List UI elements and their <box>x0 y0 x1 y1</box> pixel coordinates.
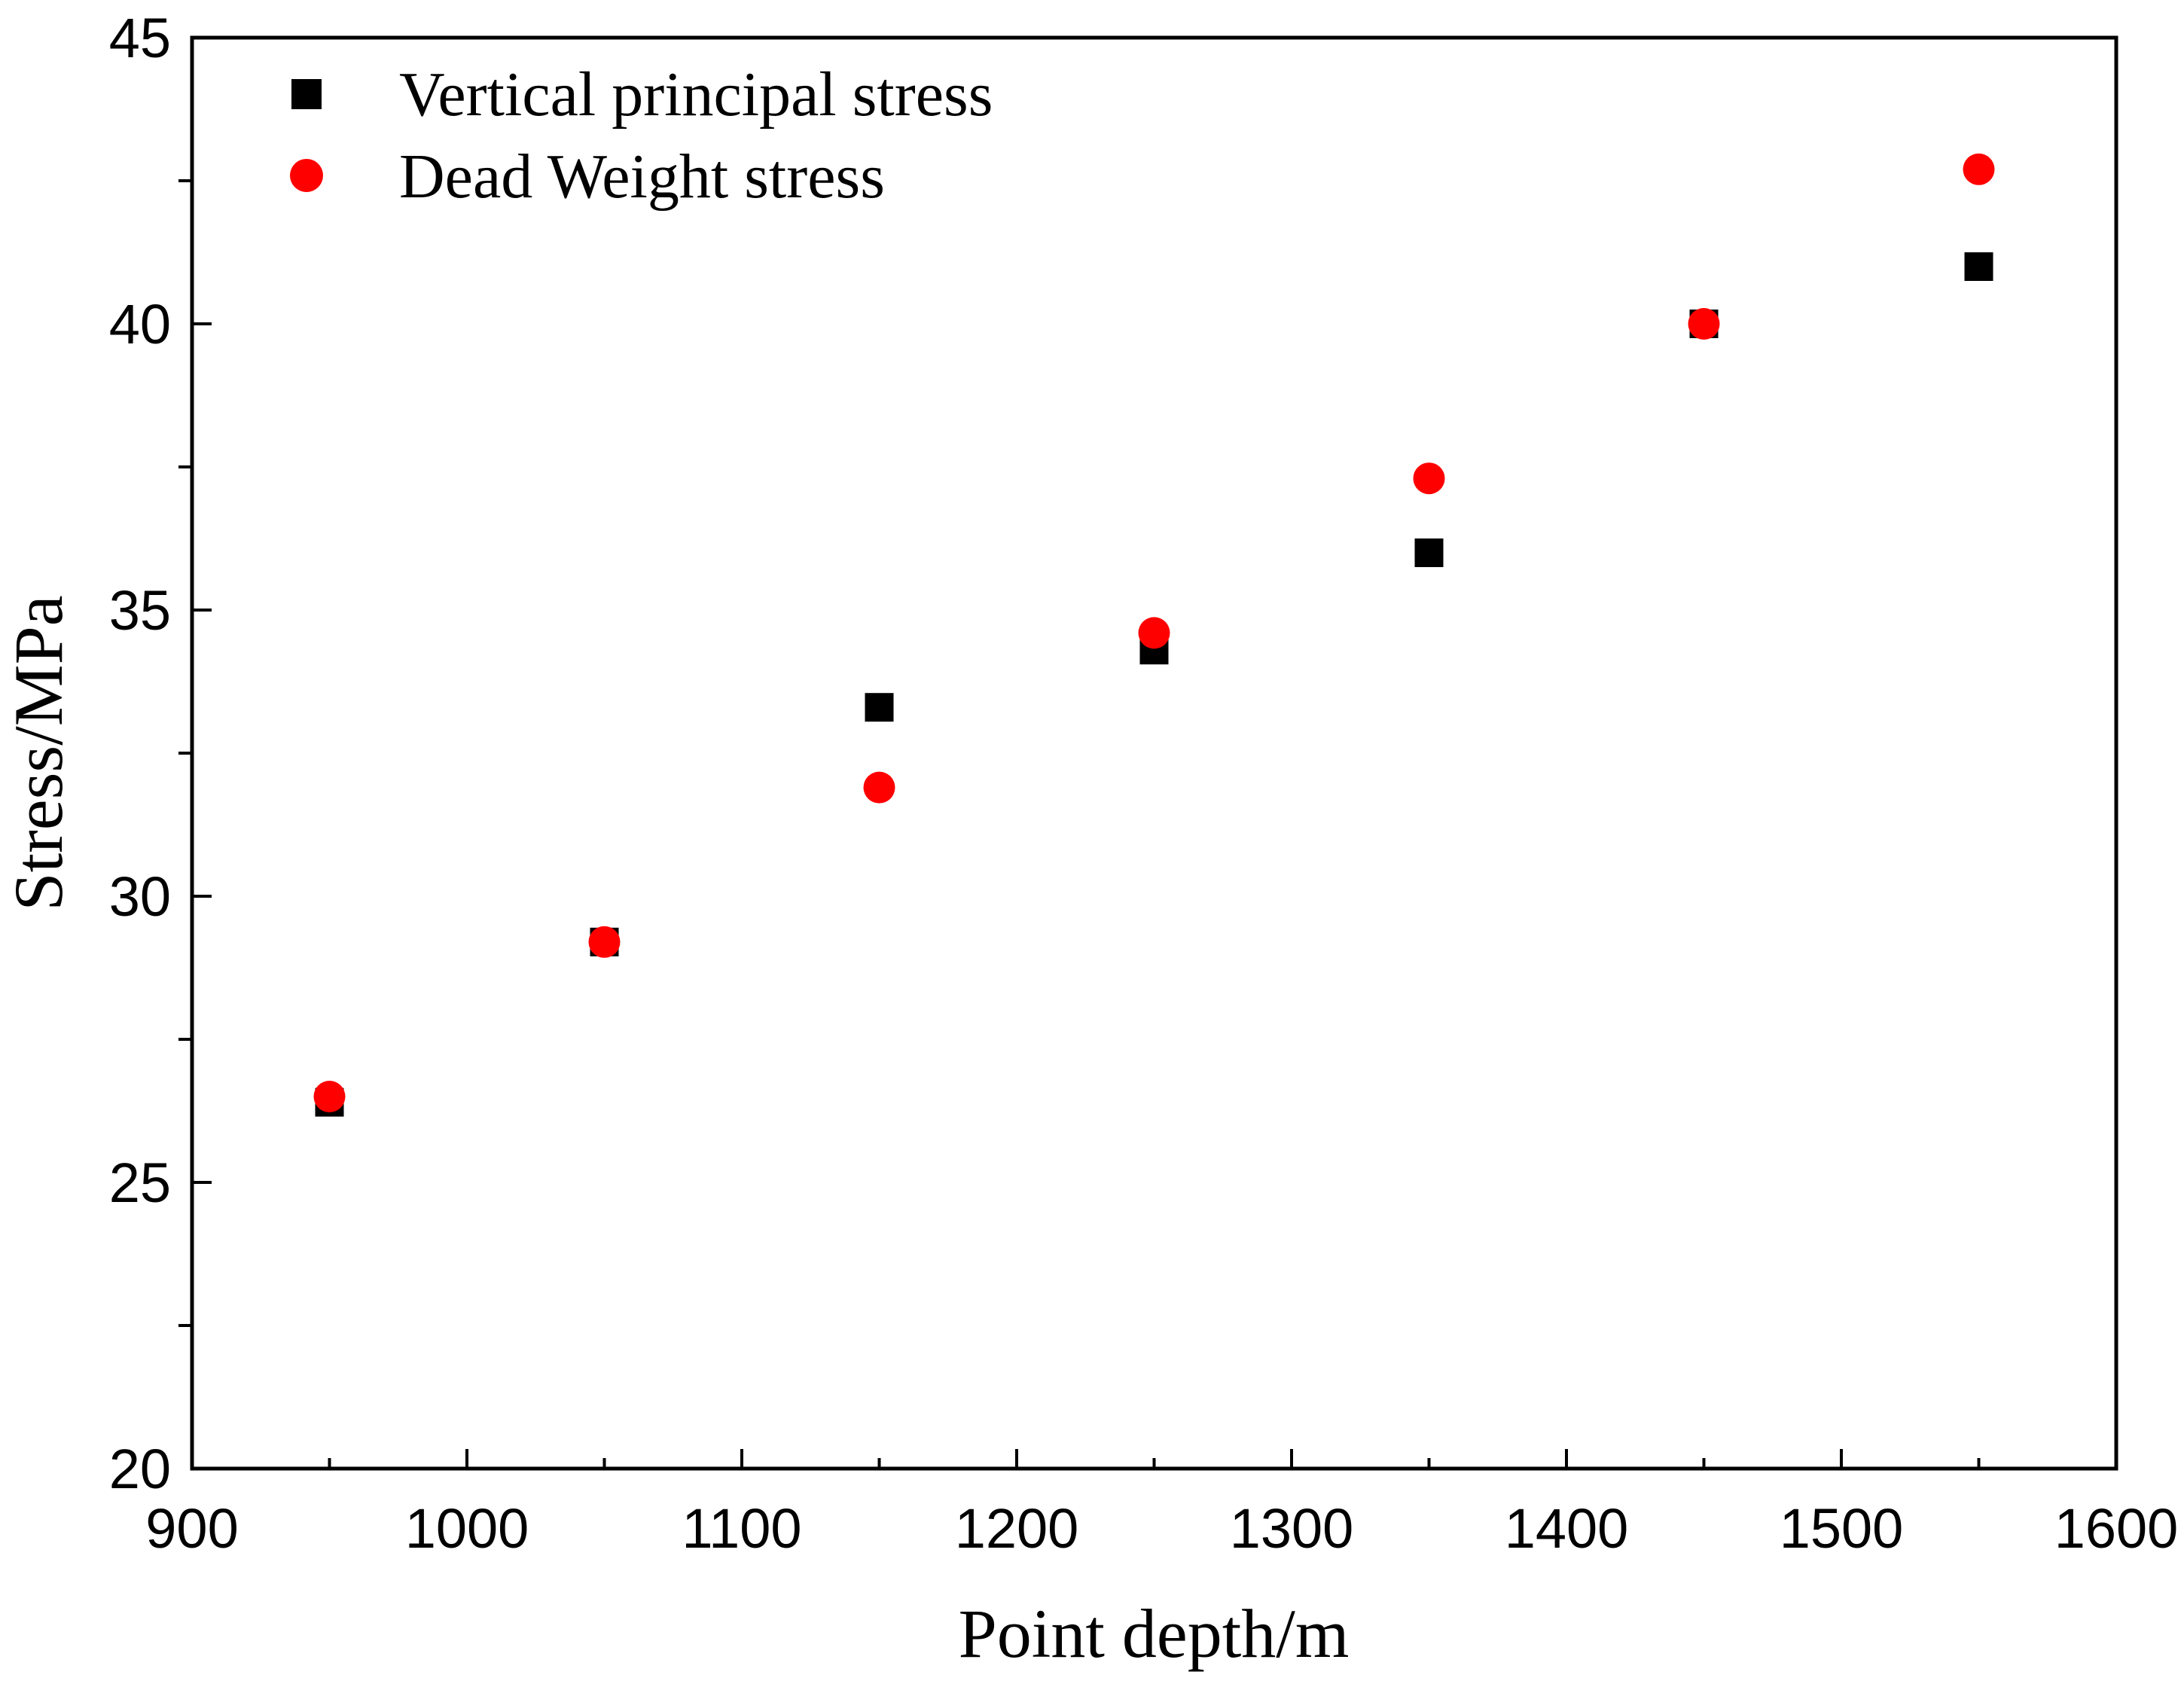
point-vertical-principal-stress <box>1964 252 1993 281</box>
point-dead-weight-stress <box>588 926 621 958</box>
y-tick-label: 35 <box>109 579 171 642</box>
x-tick-label: 1000 <box>405 1497 529 1560</box>
x-tick-label: 1300 <box>1230 1497 1354 1560</box>
series-dead-weight-stress <box>313 153 1995 1112</box>
point-dead-weight-stress <box>863 771 895 804</box>
point-vertical-principal-stress <box>865 693 894 722</box>
y-tick-label: 20 <box>109 1438 171 1500</box>
point-dead-weight-stress <box>1413 462 1445 495</box>
legend: Vertical principal stress Dead Weight st… <box>290 59 993 212</box>
x-axis-title: Point depth/m <box>959 1595 1350 1672</box>
y-axis-title: Stress/MPa <box>0 595 77 911</box>
y-axis: 20 25 30 35 40 45 <box>109 7 212 1500</box>
y-tick-label: 40 <box>109 293 171 355</box>
x-tick-label: 1200 <box>955 1497 1079 1560</box>
x-tick-label: 1100 <box>682 1497 801 1560</box>
point-dead-weight-stress <box>1963 153 1995 185</box>
data-points <box>313 153 1995 1117</box>
series-vertical-principal-stress <box>315 252 1993 1117</box>
x-tick-label: 900 <box>145 1497 238 1560</box>
y-tick-label: 45 <box>109 7 171 69</box>
point-dead-weight-stress <box>1688 308 1720 340</box>
x-axis: 900 1000 1100 1200 1300 1400 1500 1600 <box>145 1449 2178 1560</box>
point-dead-weight-stress <box>313 1081 346 1112</box>
x-tick-label: 1600 <box>2054 1497 2179 1560</box>
legend-marker-vertical-principal-stress <box>291 79 322 109</box>
y-tick-label: 30 <box>109 865 171 928</box>
point-vertical-principal-stress <box>1414 538 1444 567</box>
plot-frame <box>190 35 2118 1471</box>
legend-marker-dead-weight-stress <box>290 159 323 192</box>
y-tick-label: 25 <box>109 1152 171 1214</box>
legend-label-vertical-principal-stress: Vertical principal stress <box>399 59 993 130</box>
point-dead-weight-stress <box>1138 617 1170 649</box>
x-tick-label: 1500 <box>1780 1497 1904 1560</box>
x-tick-label: 1400 <box>1505 1497 1629 1560</box>
legend-label-dead-weight-stress: Dead Weight stress <box>399 142 885 212</box>
